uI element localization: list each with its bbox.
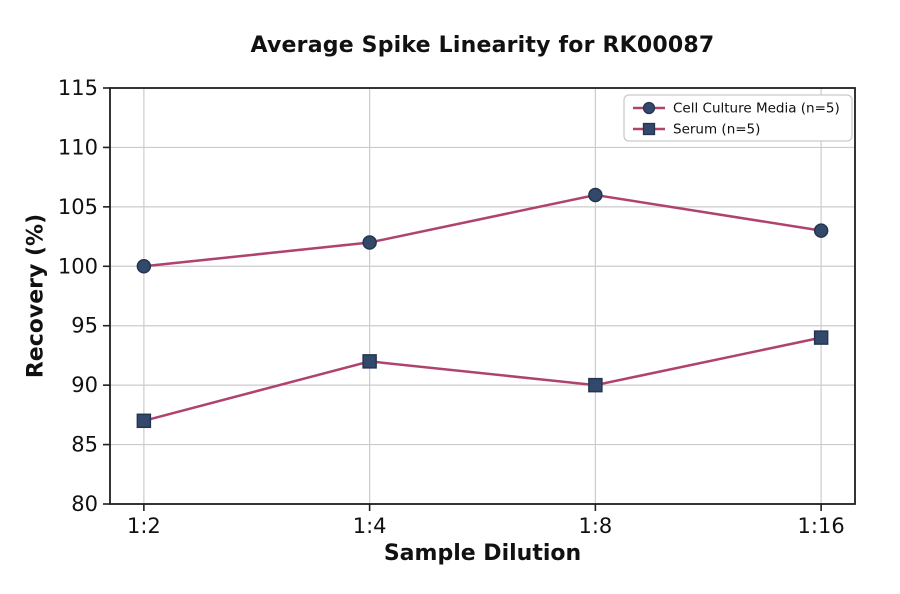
y-axis-label: Recovery (%) bbox=[23, 213, 49, 379]
data-point-marker bbox=[813, 330, 829, 345]
y-tick-label: 95 bbox=[71, 314, 98, 338]
data-point-marker bbox=[136, 259, 152, 274]
y-tick-label: 90 bbox=[71, 373, 98, 397]
x-tick-label: 1:16 bbox=[798, 514, 845, 538]
legend-label: Cell Culture Media (n=5) bbox=[673, 101, 840, 117]
data-point-marker bbox=[136, 413, 152, 429]
plot-border bbox=[109, 87, 856, 505]
y-tick-label: 80 bbox=[71, 492, 98, 516]
legend-box bbox=[623, 94, 853, 142]
chart-title: Average Spike Linearity for RK00087 bbox=[250, 33, 715, 58]
y-tick-label: 100 bbox=[58, 254, 98, 278]
x-tick-label: 1:4 bbox=[353, 514, 387, 538]
data-point-marker bbox=[588, 377, 603, 393]
x-axis-label: Sample Dilution bbox=[383, 541, 582, 566]
legend-marker-square bbox=[642, 122, 656, 136]
y-tick-label: 105 bbox=[58, 195, 98, 219]
data-point-marker bbox=[588, 187, 603, 203]
x-tick-label: 1:8 bbox=[578, 514, 612, 538]
data-point-marker bbox=[362, 354, 377, 369]
data-point-marker bbox=[362, 235, 377, 250]
x-tick-label: 1:2 bbox=[127, 514, 161, 538]
series-line bbox=[143, 193, 822, 268]
y-tick-label: 110 bbox=[58, 135, 98, 159]
y-tick-label: 115 bbox=[58, 76, 98, 100]
series-line bbox=[143, 336, 822, 423]
legend-label: Serum (n=5) bbox=[673, 122, 760, 138]
legend-marker-circle bbox=[642, 101, 656, 115]
data-point-marker bbox=[813, 223, 829, 238]
y-tick-label: 85 bbox=[71, 433, 98, 457]
